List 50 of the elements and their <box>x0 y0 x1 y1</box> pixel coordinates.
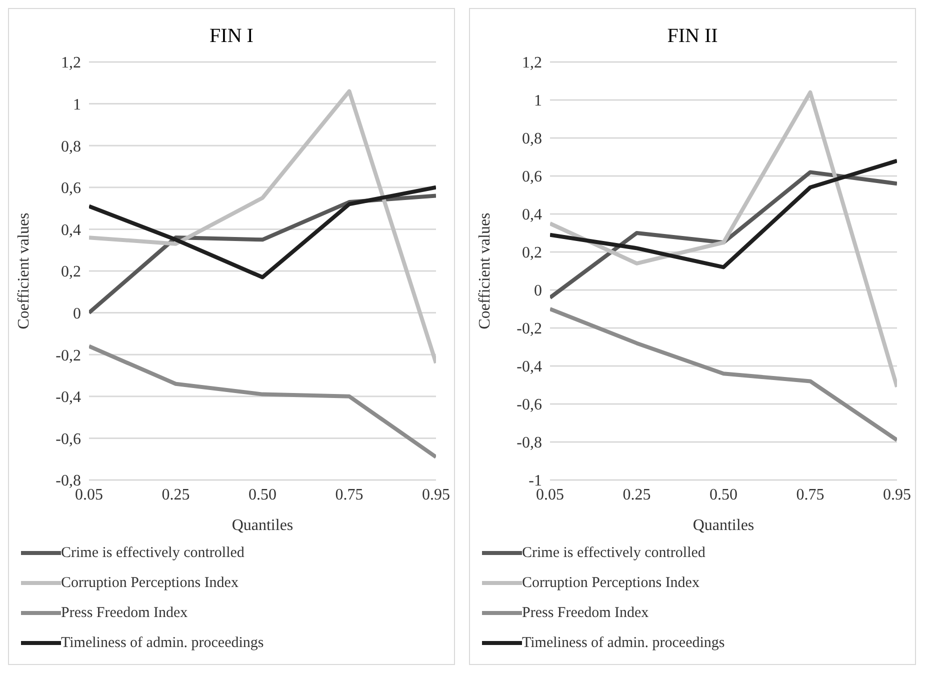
y-tick-label: 0 <box>534 282 542 300</box>
line-series <box>550 307 897 442</box>
y-tick-label: 1,2 <box>522 54 542 72</box>
chart-title: FIN I <box>208 25 254 48</box>
y-tick-label: -0,6 <box>56 430 81 448</box>
y-tick-label: -0,2 <box>516 320 542 338</box>
x-axis-title: Quantiles <box>232 517 294 534</box>
y-tick-label: -0,2 <box>56 347 81 364</box>
line-series <box>89 185 436 280</box>
legend-label: Crime is effectively controlled <box>522 544 706 562</box>
y-tick-label: 1 <box>534 92 542 110</box>
x-tick-label: 0.95 <box>883 486 911 504</box>
y-tick-label: 1,2 <box>61 54 81 72</box>
chart-title: FIN II <box>666 25 719 48</box>
x-axis-title: Quantiles <box>692 517 754 534</box>
x-tick-label: 0.95 <box>422 486 450 504</box>
legend-label: Corruption Perceptions Index <box>522 574 700 592</box>
y-tick-label: -0,4 <box>56 389 81 406</box>
y-tick-label: 1 <box>73 96 81 114</box>
line-series <box>89 89 436 365</box>
x-tick-label: 0.75 <box>335 486 364 504</box>
y-tick-label: 0,2 <box>522 244 542 262</box>
legend-label: Press Freedom Index <box>522 604 649 622</box>
y-tick-label: -0,6 <box>516 396 542 414</box>
x-tick-label: 0.50 <box>710 486 738 504</box>
line-series <box>550 158 897 270</box>
y-tick-label: 0,4 <box>522 206 542 224</box>
y-tick-label: -0,8 <box>516 434 542 452</box>
legend-label: Crime is effectively controlled <box>61 544 244 562</box>
y-axis-title: Coefficient values <box>476 212 494 330</box>
y-tick-label: 0,2 <box>61 264 81 281</box>
x-tick-label: 0.50 <box>248 486 277 504</box>
y-axis-title: Coefficient values <box>16 212 33 330</box>
legend-label: Press Freedom Index <box>61 604 188 622</box>
x-tick-label: 0.75 <box>796 486 824 504</box>
y-tick-label: 0,4 <box>61 222 81 239</box>
legend-label: Timeliness of admin. proceedings <box>522 634 725 652</box>
y-tick-label: -0,4 <box>516 358 542 376</box>
legend-label: Corruption Perceptions Index <box>61 574 238 592</box>
x-tick-label: 0.25 <box>162 486 190 504</box>
y-tick-label: 0,6 <box>61 180 81 198</box>
line-series <box>550 90 897 389</box>
x-tick-label: 0.25 <box>622 486 651 504</box>
line-series <box>550 170 897 300</box>
y-tick-label: 0 <box>73 305 81 322</box>
y-tick-label: 0,8 <box>522 130 542 148</box>
y-tick-label: 0,8 <box>61 138 81 156</box>
y-tick-label: 0,6 <box>522 168 542 186</box>
legend-label: Timeliness of admin. proceedings <box>61 634 264 652</box>
line-series <box>89 344 436 460</box>
